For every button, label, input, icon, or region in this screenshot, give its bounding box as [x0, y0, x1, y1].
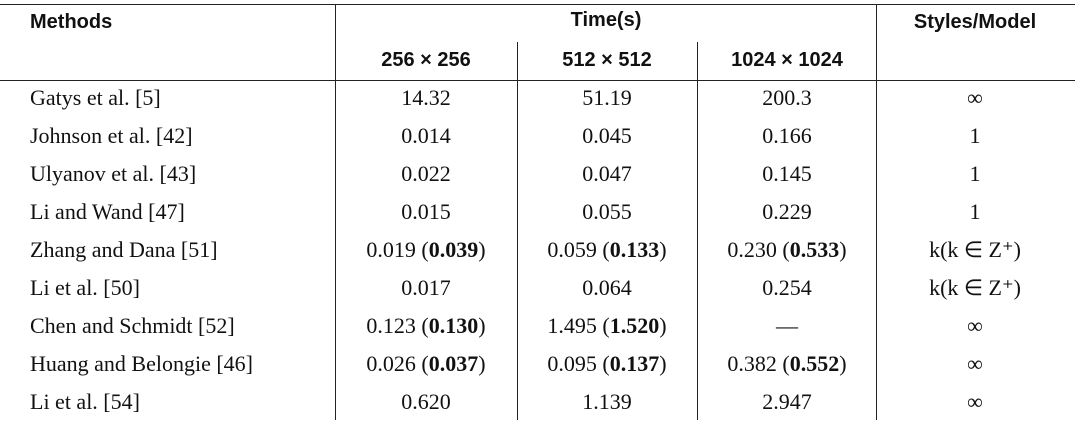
value-bold: 0.130: [428, 313, 479, 338]
value-bold: 0.552: [789, 351, 840, 376]
value-text: ): [478, 351, 486, 376]
styles-value: 1: [969, 123, 981, 148]
time-value: 0.229: [762, 199, 812, 224]
value-text: ): [478, 313, 486, 338]
column-divider: [335, 4, 336, 420]
value-bold: 0.039: [428, 237, 479, 262]
value-bold: 0.133: [609, 237, 660, 262]
time-value: 0.254: [762, 275, 812, 300]
styles-value: k(k ∈ Z⁺): [929, 237, 1021, 262]
header-methods: Methods: [30, 11, 113, 33]
value-text: ): [478, 237, 486, 262]
method-name: Johnson et al. [42]: [30, 123, 193, 148]
column-divider: [517, 42, 518, 420]
header-rule: [0, 80, 1075, 81]
styles-value: ∞: [967, 351, 983, 376]
value-text: 0.026 (: [366, 351, 429, 376]
value-text: ): [659, 237, 667, 262]
styles-value: ∞: [967, 389, 983, 414]
method-name: Li et al. [50]: [30, 275, 140, 300]
value-text: ): [839, 237, 847, 262]
value-text: ): [659, 313, 667, 338]
time-value: 0.059 (0.133): [547, 237, 666, 263]
time-value: 0.017: [401, 275, 451, 300]
header-time: Time(s): [570, 9, 642, 31]
value-bold: 0.137: [609, 351, 660, 376]
method-name: Zhang and Dana [51]: [30, 237, 218, 262]
time-value: 0.064: [582, 275, 632, 300]
time-value: 2.947: [762, 389, 812, 414]
time-value: 200.3: [762, 85, 812, 110]
method-name: Chen and Schmidt [52]: [30, 313, 235, 338]
time-value: 0.230 (0.533): [727, 237, 846, 263]
column-divider: [876, 4, 877, 420]
header-size: 512 × 512: [562, 49, 652, 71]
time-value: 0.014: [401, 123, 451, 148]
styles-value: 1: [969, 199, 981, 224]
time-value: 1.139: [582, 389, 632, 414]
value-bold: 0.533: [789, 237, 840, 262]
value-text: 0.382 (: [727, 351, 790, 376]
method-name: Li et al. [54]: [30, 389, 140, 414]
time-value: 0.045: [582, 123, 632, 148]
value-text: 0.095 (: [547, 351, 610, 376]
styles-value: 1: [969, 161, 981, 186]
time-value: 0.019 (0.039): [366, 237, 485, 263]
time-value: 0.055: [582, 199, 632, 224]
styles-value: k(k ∈ Z⁺): [929, 275, 1021, 300]
styles-value: ∞: [967, 85, 983, 110]
method-name: Gatys et al. [5]: [30, 85, 161, 110]
value-text: 0.019 (: [366, 237, 429, 262]
time-value: 0.026 (0.037): [366, 351, 485, 377]
method-name: Ulyanov et al. [43]: [30, 161, 197, 186]
top-rule: [0, 4, 1075, 5]
header-styles: Styles/Model: [913, 11, 1037, 33]
value-text: ): [659, 351, 667, 376]
time-value: —: [776, 313, 798, 338]
time-value: 0.123 (0.130): [366, 313, 485, 339]
time-value: 0.166: [762, 123, 812, 148]
value-bold: 1.520: [609, 313, 660, 338]
time-value: 0.145: [762, 161, 812, 186]
header-size: 1024 × 1024: [731, 49, 843, 71]
value-text: 0.059 (: [547, 237, 610, 262]
method-name: Huang and Belongie [46]: [30, 351, 253, 376]
value-bold: 0.037: [428, 351, 479, 376]
time-value: 1.495 (1.520): [547, 313, 666, 339]
value-text: 0.123 (: [366, 313, 429, 338]
value-text: 1.495 (: [547, 313, 610, 338]
time-value: 0.620: [401, 389, 451, 414]
method-name: Li and Wand [47]: [30, 199, 185, 224]
time-value: 0.015: [401, 199, 451, 224]
time-value: 0.047: [582, 161, 632, 186]
time-value: 0.022: [401, 161, 451, 186]
header-size: 256 × 256: [381, 49, 471, 71]
value-text: ): [839, 351, 847, 376]
time-value: 0.382 (0.552): [727, 351, 846, 377]
time-value: 51.19: [582, 85, 632, 110]
styles-value: ∞: [967, 313, 983, 338]
column-divider: [697, 42, 698, 420]
time-value: 0.095 (0.137): [547, 351, 666, 377]
value-text: 0.230 (: [727, 237, 790, 262]
time-value: 14.32: [401, 85, 451, 110]
